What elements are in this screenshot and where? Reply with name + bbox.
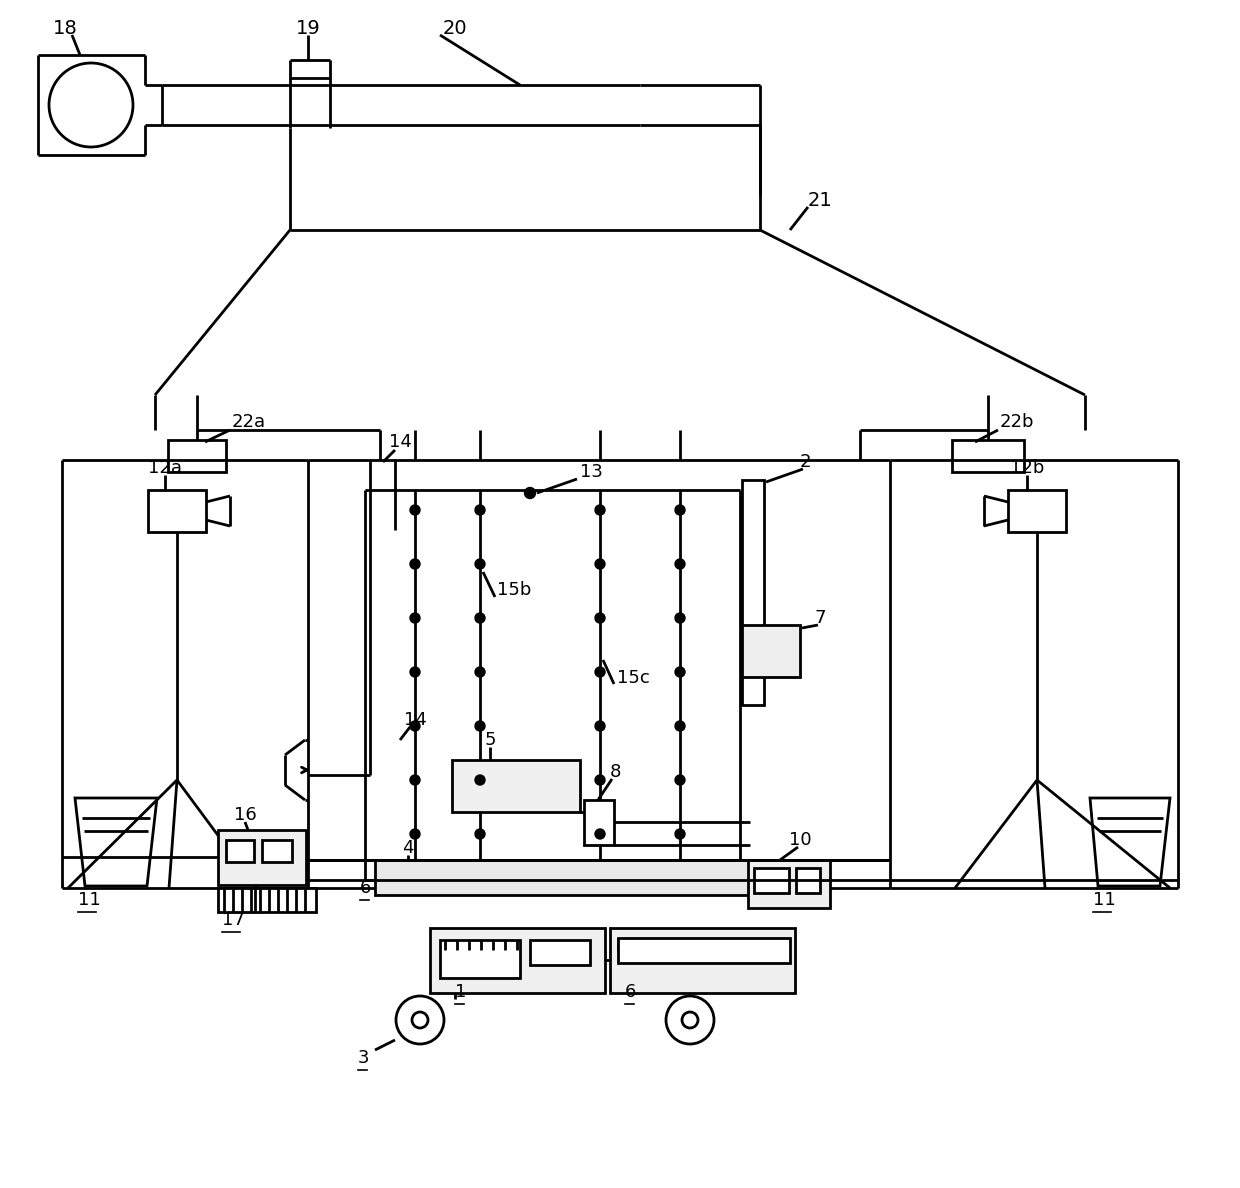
Circle shape bbox=[675, 505, 684, 516]
Text: 10: 10 bbox=[789, 830, 811, 849]
Bar bbox=[748, 860, 830, 908]
Text: 15b: 15b bbox=[497, 581, 532, 599]
Circle shape bbox=[595, 560, 605, 569]
Circle shape bbox=[475, 775, 485, 785]
Circle shape bbox=[475, 721, 485, 731]
Bar bbox=[262, 840, 291, 862]
Circle shape bbox=[410, 829, 420, 839]
Circle shape bbox=[525, 487, 536, 499]
Circle shape bbox=[675, 721, 684, 731]
Text: 13: 13 bbox=[580, 463, 603, 481]
Circle shape bbox=[675, 775, 684, 785]
Text: 3: 3 bbox=[358, 1049, 370, 1067]
Bar bbox=[618, 939, 790, 963]
Circle shape bbox=[475, 666, 485, 677]
Text: 8: 8 bbox=[609, 763, 621, 781]
Circle shape bbox=[675, 829, 684, 839]
Circle shape bbox=[675, 560, 684, 569]
Bar bbox=[754, 868, 789, 893]
Circle shape bbox=[675, 666, 684, 677]
Text: 17: 17 bbox=[222, 911, 244, 929]
Text: 12b: 12b bbox=[1011, 459, 1044, 478]
Bar bbox=[952, 440, 1024, 472]
Bar bbox=[167, 440, 226, 472]
Text: 6: 6 bbox=[360, 879, 371, 897]
Text: 2: 2 bbox=[800, 453, 811, 470]
Circle shape bbox=[595, 666, 605, 677]
Text: 22b: 22b bbox=[999, 413, 1034, 431]
Text: 11: 11 bbox=[1092, 891, 1116, 909]
Text: 6: 6 bbox=[625, 982, 636, 1001]
Bar bbox=[226, 840, 254, 862]
Circle shape bbox=[595, 505, 605, 516]
Text: 14: 14 bbox=[403, 710, 427, 729]
Bar bbox=[440, 940, 520, 978]
Bar bbox=[148, 489, 206, 532]
Bar bbox=[1008, 489, 1066, 532]
Bar bbox=[218, 887, 316, 912]
Circle shape bbox=[410, 775, 420, 785]
Text: 12a: 12a bbox=[148, 459, 182, 478]
Circle shape bbox=[475, 560, 485, 569]
Circle shape bbox=[595, 613, 605, 623]
Circle shape bbox=[595, 721, 605, 731]
Circle shape bbox=[410, 560, 420, 569]
Text: 1: 1 bbox=[455, 982, 466, 1001]
Bar bbox=[742, 480, 764, 704]
Bar bbox=[742, 625, 800, 677]
Text: 14: 14 bbox=[388, 432, 412, 451]
Bar bbox=[374, 860, 750, 895]
Text: 5: 5 bbox=[485, 731, 496, 748]
Circle shape bbox=[410, 721, 420, 731]
Text: 16: 16 bbox=[233, 805, 257, 824]
Bar bbox=[796, 868, 820, 893]
Bar bbox=[430, 928, 605, 993]
Circle shape bbox=[475, 829, 485, 839]
Circle shape bbox=[595, 829, 605, 839]
Text: 21: 21 bbox=[807, 190, 832, 209]
Text: 20: 20 bbox=[443, 19, 467, 38]
Circle shape bbox=[410, 666, 420, 677]
Bar bbox=[610, 928, 795, 993]
Text: 22a: 22a bbox=[232, 413, 267, 431]
Bar bbox=[218, 830, 306, 885]
Circle shape bbox=[675, 613, 684, 623]
Text: 11: 11 bbox=[78, 891, 100, 909]
Text: 19: 19 bbox=[295, 19, 320, 38]
Circle shape bbox=[475, 613, 485, 623]
Circle shape bbox=[410, 505, 420, 516]
Bar bbox=[584, 800, 614, 845]
Circle shape bbox=[475, 505, 485, 516]
Circle shape bbox=[410, 613, 420, 623]
Text: 18: 18 bbox=[52, 19, 77, 38]
Circle shape bbox=[595, 775, 605, 785]
Bar bbox=[453, 760, 580, 813]
Text: 7: 7 bbox=[815, 609, 826, 627]
Text: 4: 4 bbox=[402, 839, 414, 857]
Text: 15c: 15c bbox=[618, 669, 650, 687]
Bar bbox=[529, 940, 590, 965]
